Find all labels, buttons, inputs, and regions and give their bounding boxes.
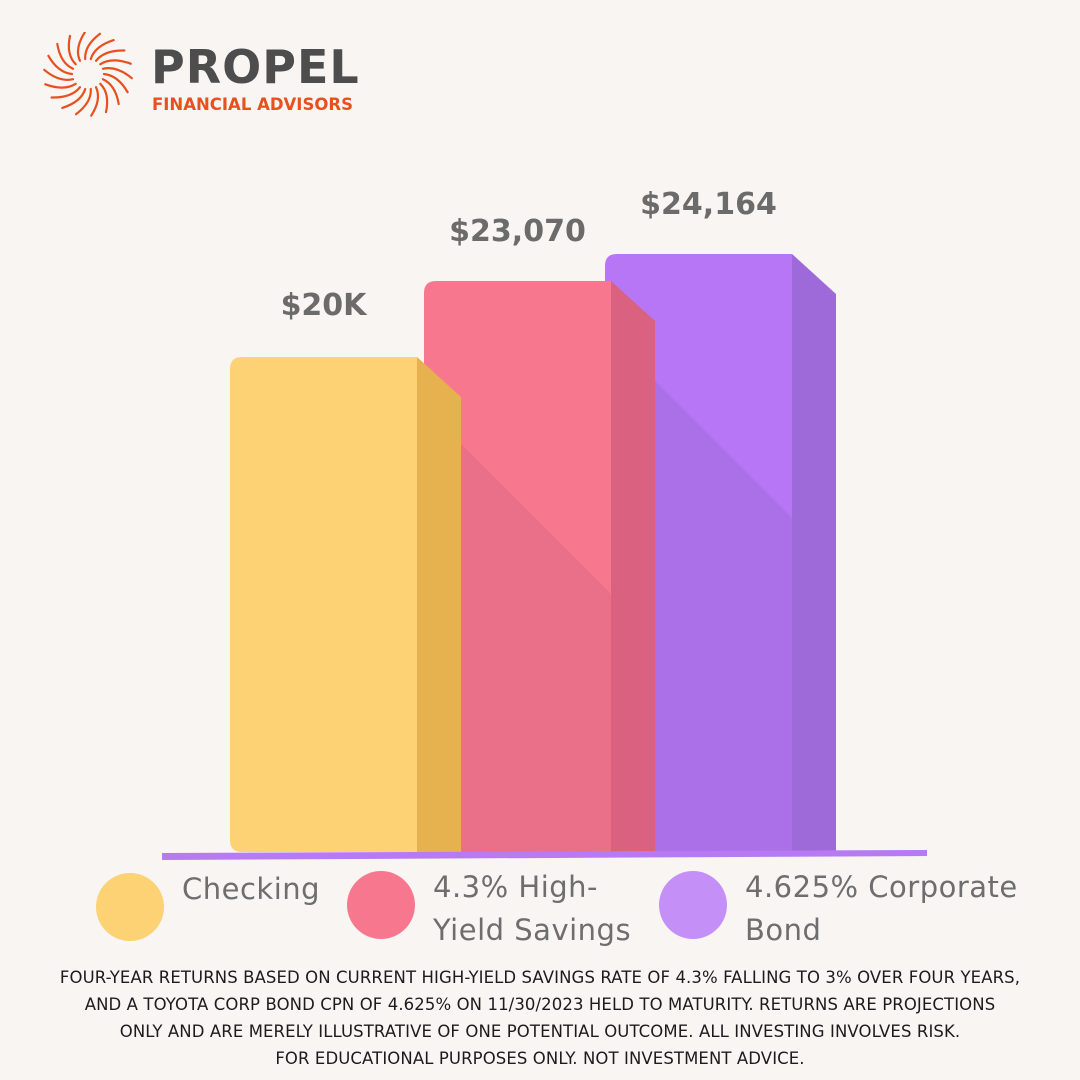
- bar-shadow: [424, 407, 611, 852]
- brand-logo: PROPEL FINANCIAL ADVISORS: [38, 32, 360, 122]
- bar-chart: $24,164 $23,070 $20K: [162, 187, 927, 860]
- logo-ray: [50, 86, 82, 99]
- bar-side-face: [792, 253, 836, 853]
- legend-label-line: Yield Savings: [433, 913, 632, 947]
- logo-ray: [90, 86, 100, 117]
- footnote-line: FOUR-YEAR RETURNS BASED ON CURRENT HIGH-…: [59, 968, 1021, 987]
- data-label: $23,070: [449, 214, 586, 249]
- legend-item-corporate-bond: 4.625% Corporate Bond: [659, 866, 1039, 956]
- legend-swatch-checking: [96, 873, 164, 941]
- logo-ray: [43, 68, 75, 81]
- logo-ray: [99, 59, 132, 66]
- logo-ray: [61, 87, 87, 109]
- logo-ray: [102, 72, 129, 94]
- logo-ray: [67, 34, 77, 66]
- legend-label-high-yield-savings: 4.3% High- Yield Savings: [433, 866, 631, 952]
- brand-tagline: FINANCIAL ADVISORS: [152, 95, 353, 114]
- logo-ray: [99, 82, 109, 114]
- x-axis-line: [162, 850, 927, 860]
- footnote-line: AND A TOYOTA CORP BOND CPN OF 4.625% ON …: [84, 995, 996, 1014]
- legend-label-line: Checking: [182, 872, 321, 906]
- legend-label-line: Bond: [745, 913, 822, 947]
- footnote-line: FOR EDUCATIONAL PURPOSES ONLY. NOT INVES…: [275, 1049, 805, 1068]
- footnote-line: ONLY AND ARE MERELY ILLUSTRATIVE OF ONE …: [119, 1022, 961, 1041]
- logo-ray: [74, 87, 92, 116]
- legend-item-high-yield-savings: 4.3% High- Yield Savings: [347, 866, 667, 956]
- logo-ray: [101, 67, 133, 80]
- legend-swatch-high-yield-savings: [347, 871, 415, 939]
- legend-label-checking: Checking: [182, 868, 320, 911]
- logo-ray: [89, 39, 115, 61]
- logo-ray: [76, 32, 86, 62]
- legend-swatch-corporate-bond: [659, 871, 727, 939]
- logo-ray: [84, 32, 102, 61]
- data-label: $20K: [281, 288, 369, 323]
- legend-label-line: 4.3% High-: [433, 870, 599, 904]
- brand-name: PROPEL: [151, 40, 360, 94]
- legend-item-checking: Checking: [96, 868, 346, 958]
- bar-side-face: [611, 281, 655, 853]
- logo-ray: [56, 42, 75, 70]
- bar-front-face: [230, 357, 417, 852]
- logo-ray: [101, 78, 120, 106]
- bar-2: $23,070: [424, 214, 655, 853]
- starburst-logo-icon: [43, 32, 133, 117]
- logo-ray: [94, 49, 126, 62]
- bar-1: $20K: [230, 288, 461, 852]
- bar-side-face: [417, 357, 461, 852]
- disclaimer-footnote: FOUR-YEAR RETURNS BASED ON CURRENT HIGH-…: [0, 964, 1080, 1072]
- logo-ray: [47, 54, 74, 76]
- legend-label-line: 4.625% Corporate: [745, 870, 1018, 904]
- legend-label-corporate-bond: 4.625% Corporate Bond: [745, 866, 1018, 952]
- data-label: $24,164: [640, 187, 777, 222]
- logo-ray: [44, 82, 77, 89]
